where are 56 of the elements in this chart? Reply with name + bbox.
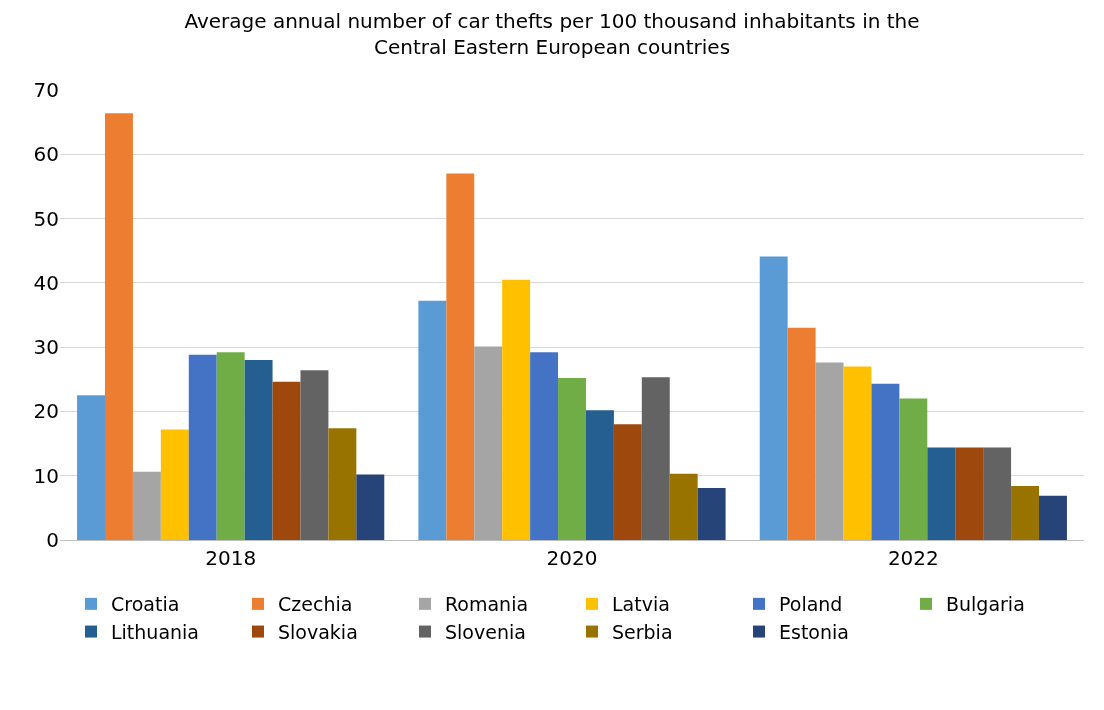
bar	[77, 395, 105, 540]
bar	[418, 300, 447, 540]
legend-label: Bulgaria	[946, 593, 1025, 616]
bar	[558, 378, 586, 540]
bar	[759, 256, 788, 540]
legend-label: Slovakia	[278, 620, 358, 643]
x-tick-label: 2020	[546, 546, 598, 570]
x-tick-label: 2018	[205, 546, 257, 570]
legend-label: Czechia	[278, 593, 353, 616]
bar	[474, 346, 503, 540]
legend-label: Poland	[779, 593, 843, 616]
bar	[871, 383, 900, 540]
legend-label: Romania	[445, 593, 529, 616]
bar	[697, 487, 726, 540]
bar	[983, 447, 1012, 540]
y-tick-label: 70	[33, 78, 59, 102]
bar	[530, 352, 559, 540]
bar	[356, 474, 385, 540]
bar	[899, 398, 928, 540]
x-tick-label: 2022	[887, 546, 939, 570]
bar	[446, 173, 475, 540]
legend-label: Serbia	[612, 620, 673, 643]
bar	[502, 279, 531, 540]
bar	[815, 362, 844, 540]
bar	[300, 370, 329, 540]
bar	[927, 447, 956, 540]
y-tick-label: 40	[33, 270, 59, 295]
bar	[585, 410, 614, 540]
bar	[272, 381, 301, 540]
bar	[104, 113, 133, 540]
y-tick-label: 60	[33, 142, 59, 167]
bar	[216, 352, 245, 540]
legend-label: Latvia	[612, 593, 670, 616]
bar	[1011, 486, 1040, 540]
legend-label: Estonia	[779, 620, 849, 643]
bar	[1039, 495, 1067, 540]
y-tick-label: 50	[33, 206, 59, 231]
bar	[641, 377, 670, 540]
bar	[188, 354, 217, 540]
y-tick-label: 0	[46, 528, 59, 552]
bar	[132, 471, 161, 540]
y-tick-label: 20	[33, 399, 59, 424]
bar	[160, 429, 189, 540]
legend-label: Lithuania	[111, 620, 200, 643]
legend-label: Slovenia	[445, 620, 526, 643]
bar	[244, 360, 273, 540]
chart-title: Average annual number of car thefts per 100 thousand inhabitants in the Central Eastern European countries	[184, 9, 920, 60]
y-tick-label: 30	[33, 335, 59, 360]
y-tick-label: 10	[33, 463, 59, 488]
bar	[669, 473, 698, 540]
bar	[787, 327, 816, 540]
bar	[955, 447, 984, 540]
bar	[843, 366, 872, 540]
legend-label: Croatia	[111, 593, 180, 616]
bar	[613, 424, 642, 540]
bar	[328, 428, 357, 540]
